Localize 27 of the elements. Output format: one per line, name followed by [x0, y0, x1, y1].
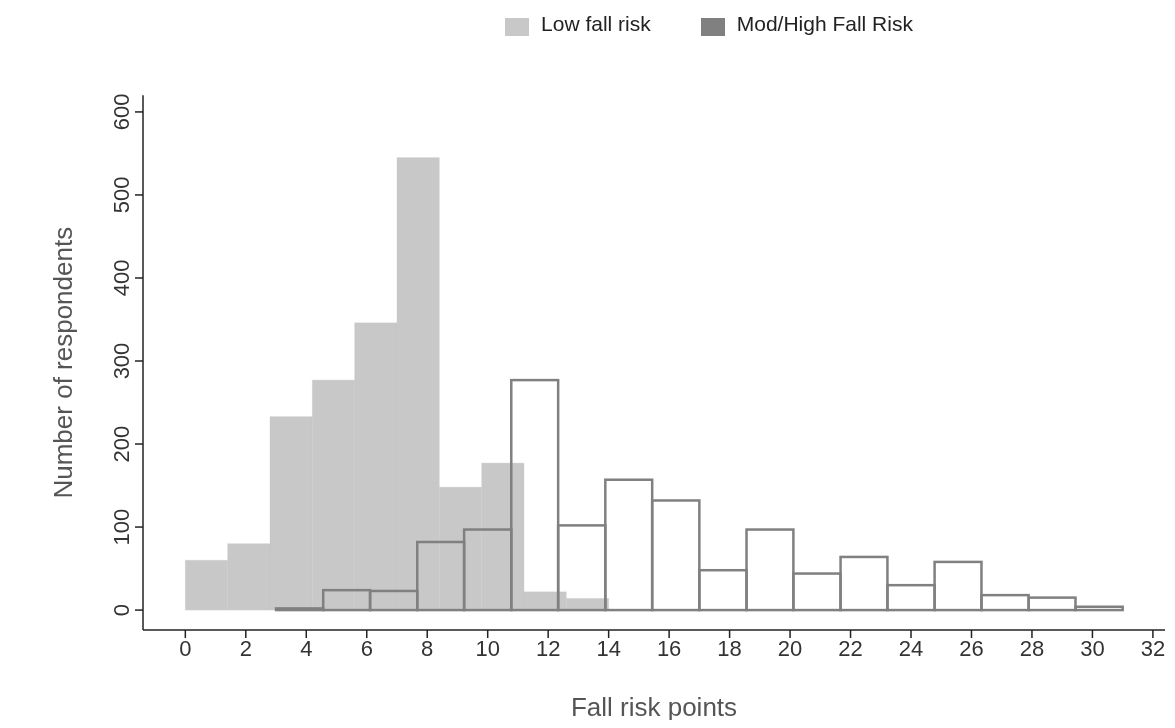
x-tick-label: 16 [656, 635, 682, 661]
x-tick-label: 0 [179, 635, 192, 661]
x-tick-label: 22 [838, 635, 863, 661]
x-tick-label: 28 [1019, 635, 1045, 661]
y-tick-label: 200 [109, 425, 134, 463]
x-tick-label: 20 [777, 635, 803, 661]
x-tick-label: 30 [1080, 635, 1105, 661]
x-tick-label: 18 [717, 635, 742, 661]
x-tick-label: 10 [475, 635, 500, 661]
y-axis-title: Number of respondents [48, 226, 79, 499]
x-tick-label: 32 [1140, 635, 1166, 661]
x-tick-label: 26 [959, 635, 984, 661]
legend-label: Low fall risk [541, 12, 651, 35]
x-tick-label: 2 [239, 635, 252, 661]
y-tick-label: 100 [109, 508, 134, 546]
x-tick-label: 12 [535, 635, 561, 661]
x-tick-label: 14 [596, 635, 621, 661]
y-tick-label: 300 [109, 342, 134, 380]
x-tick-label: 24 [898, 635, 924, 661]
x-tick-label: 4 [300, 635, 313, 661]
x-tick-label: 6 [360, 635, 373, 661]
y-tick-label: 400 [109, 259, 134, 297]
y-tick-label: 600 [109, 93, 134, 131]
y-tick-label: 500 [109, 176, 134, 214]
legend-label: Mod/High Fall Risk [736, 12, 913, 35]
y-tick-label: 0 [109, 603, 134, 617]
x-tick-label: 8 [421, 635, 434, 661]
